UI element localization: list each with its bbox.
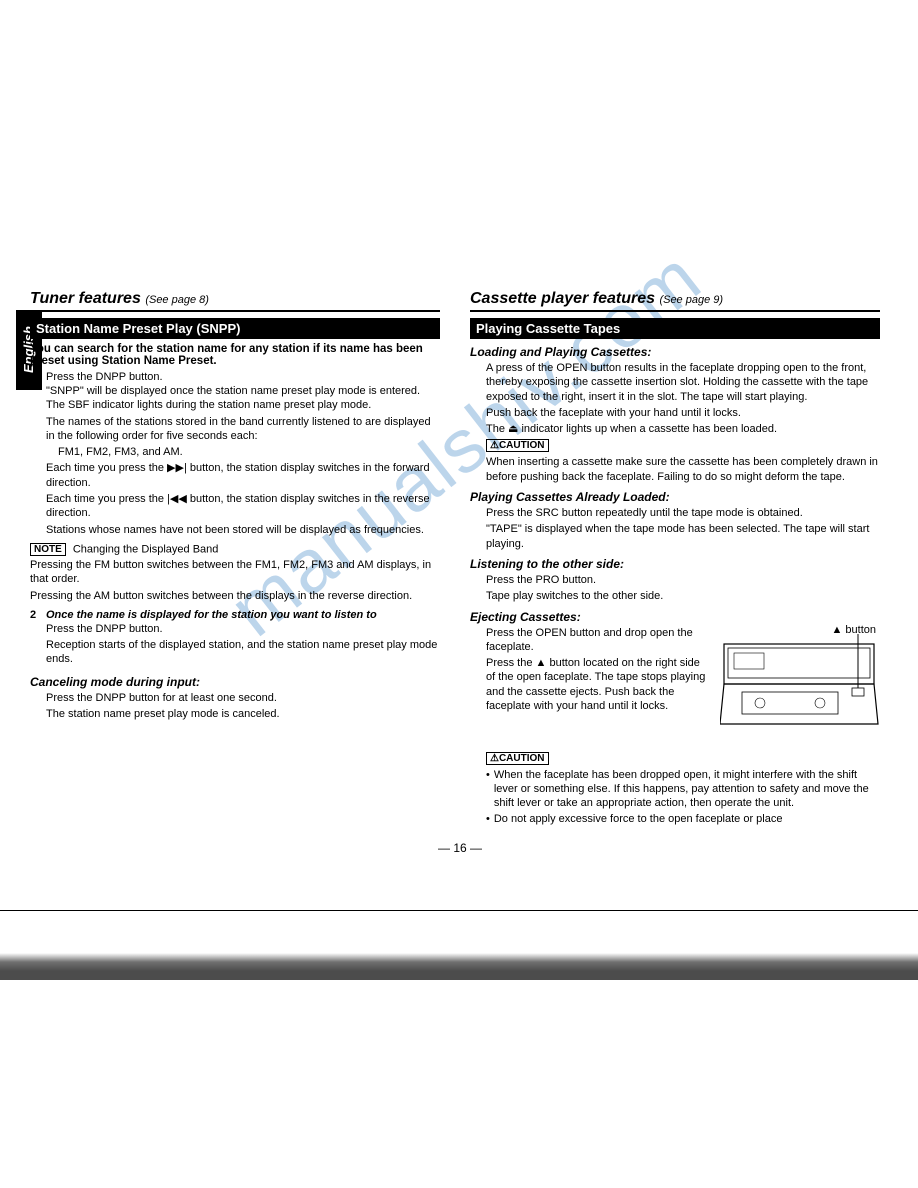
step-1-p1: "SNPP" will be displayed once the statio… xyxy=(46,384,440,413)
eject-heading: Ejecting Cassettes: xyxy=(470,610,880,624)
tuner-page-ref: (See page 8) xyxy=(145,294,209,306)
note-line: NOTE Changing the Displayed Band xyxy=(30,543,440,556)
caution-2-bullet-1: When the faceplate has been dropped open… xyxy=(470,768,880,811)
left-column: Tuner features (See page 8) Station Name… xyxy=(30,290,440,829)
step-1-number: 1 xyxy=(30,371,46,539)
step-1-p5: Stations whose names have not been store… xyxy=(46,523,440,537)
snpp-intro: You can search for the station name for … xyxy=(30,343,440,367)
snpp-header: Station Name Preset Play (SNPP) xyxy=(30,318,440,339)
cancel-p2: The station name preset play mode is can… xyxy=(30,707,440,721)
caution-2-box-line: ⚠CAUTION xyxy=(486,752,880,765)
loading-heading: Loading and Playing Cassettes: xyxy=(470,345,880,359)
step-1-p4: Each time you press the |◀◀ button, the … xyxy=(46,492,440,521)
already-heading: Playing Cassettes Already Loaded: xyxy=(470,490,880,504)
note-label: NOTE xyxy=(30,543,66,556)
other-side-heading: Listening to the other side: xyxy=(470,557,880,571)
step-2-number: 2 xyxy=(30,609,46,669)
tuner-title-text: Tuner features xyxy=(30,290,141,307)
already-p1: Press the SRC button repeatedly until th… xyxy=(470,506,880,520)
other-p2: Tape play switches to the other side. xyxy=(470,589,880,603)
note-p2: Pressing the AM button switches between … xyxy=(30,589,440,603)
cassette-section-title: Cassette player features (See page 9) xyxy=(470,290,880,312)
other-p1: Press the PRO button. xyxy=(470,573,880,587)
already-p2: "TAPE" is displayed when the tape mode h… xyxy=(470,522,880,551)
bottom-rule xyxy=(0,910,918,911)
tuner-section-title: Tuner features (See page 8) xyxy=(30,290,440,312)
page-number: — 16 — xyxy=(30,841,890,855)
cassette-deck-icon xyxy=(720,626,880,746)
eject-p2: Press the ▲ button located on the right … xyxy=(486,656,712,713)
step-1: 1 Press the DNPP button. "SNPP" will be … xyxy=(30,371,440,539)
eject-p1: Press the OPEN button and drop open the … xyxy=(486,626,712,655)
right-column: Cassette player features (See page 9) Pl… xyxy=(470,290,880,829)
caution-2-bullet-2: Do not apply excessive force to the open… xyxy=(470,812,880,826)
loading-p2: Push back the faceplate with your hand u… xyxy=(470,406,880,420)
playing-tapes-header: Playing Cassette Tapes xyxy=(470,318,880,339)
step-1-bands: FM1, FM2, FM3, and AM. xyxy=(46,445,440,459)
eject-illustration: ▲ button xyxy=(720,626,880,749)
caution-1-label: ⚠CAUTION xyxy=(486,439,549,452)
cancel-heading: Canceling mode during input: xyxy=(30,675,440,689)
step-2-p1: Press the DNPP button. xyxy=(46,622,440,636)
eject-button-label: ▲ button xyxy=(831,624,876,636)
eject-row: Press the OPEN button and drop open the … xyxy=(470,626,880,749)
caution-2-label: ⚠CAUTION xyxy=(486,752,549,765)
loading-p3: The ⏏ indicator lights up when a cassett… xyxy=(470,422,880,436)
caution-1-box-line: ⚠CAUTION xyxy=(486,439,880,452)
note-heading: Changing the Displayed Band xyxy=(73,543,219,555)
cassette-title-text: Cassette player features xyxy=(470,290,655,307)
scan-noise xyxy=(0,935,918,980)
caution-1-text: When inserting a cassette make sure the … xyxy=(470,455,880,484)
cancel-p1: Press the DNPP button for at least one s… xyxy=(30,691,440,705)
step-2: 2 Once the name is displayed for the sta… xyxy=(30,609,440,669)
page-content: Tuner features (See page 8) Station Name… xyxy=(30,290,890,855)
step-1-p2: The names of the stations stored in the … xyxy=(46,415,440,444)
note-p1: Pressing the FM button switches between … xyxy=(30,558,440,587)
step-2-p2: Reception starts of the displayed statio… xyxy=(46,638,440,667)
step-1-lead: Press the DNPP button. xyxy=(46,371,440,383)
step-1-p3: Each time you press the ▶▶| button, the … xyxy=(46,461,440,490)
step-2-lead: Once the name is displayed for the stati… xyxy=(46,609,440,621)
loading-p1: A press of the OPEN button results in th… xyxy=(470,361,880,404)
cassette-page-ref: (See page 9) xyxy=(659,294,723,306)
